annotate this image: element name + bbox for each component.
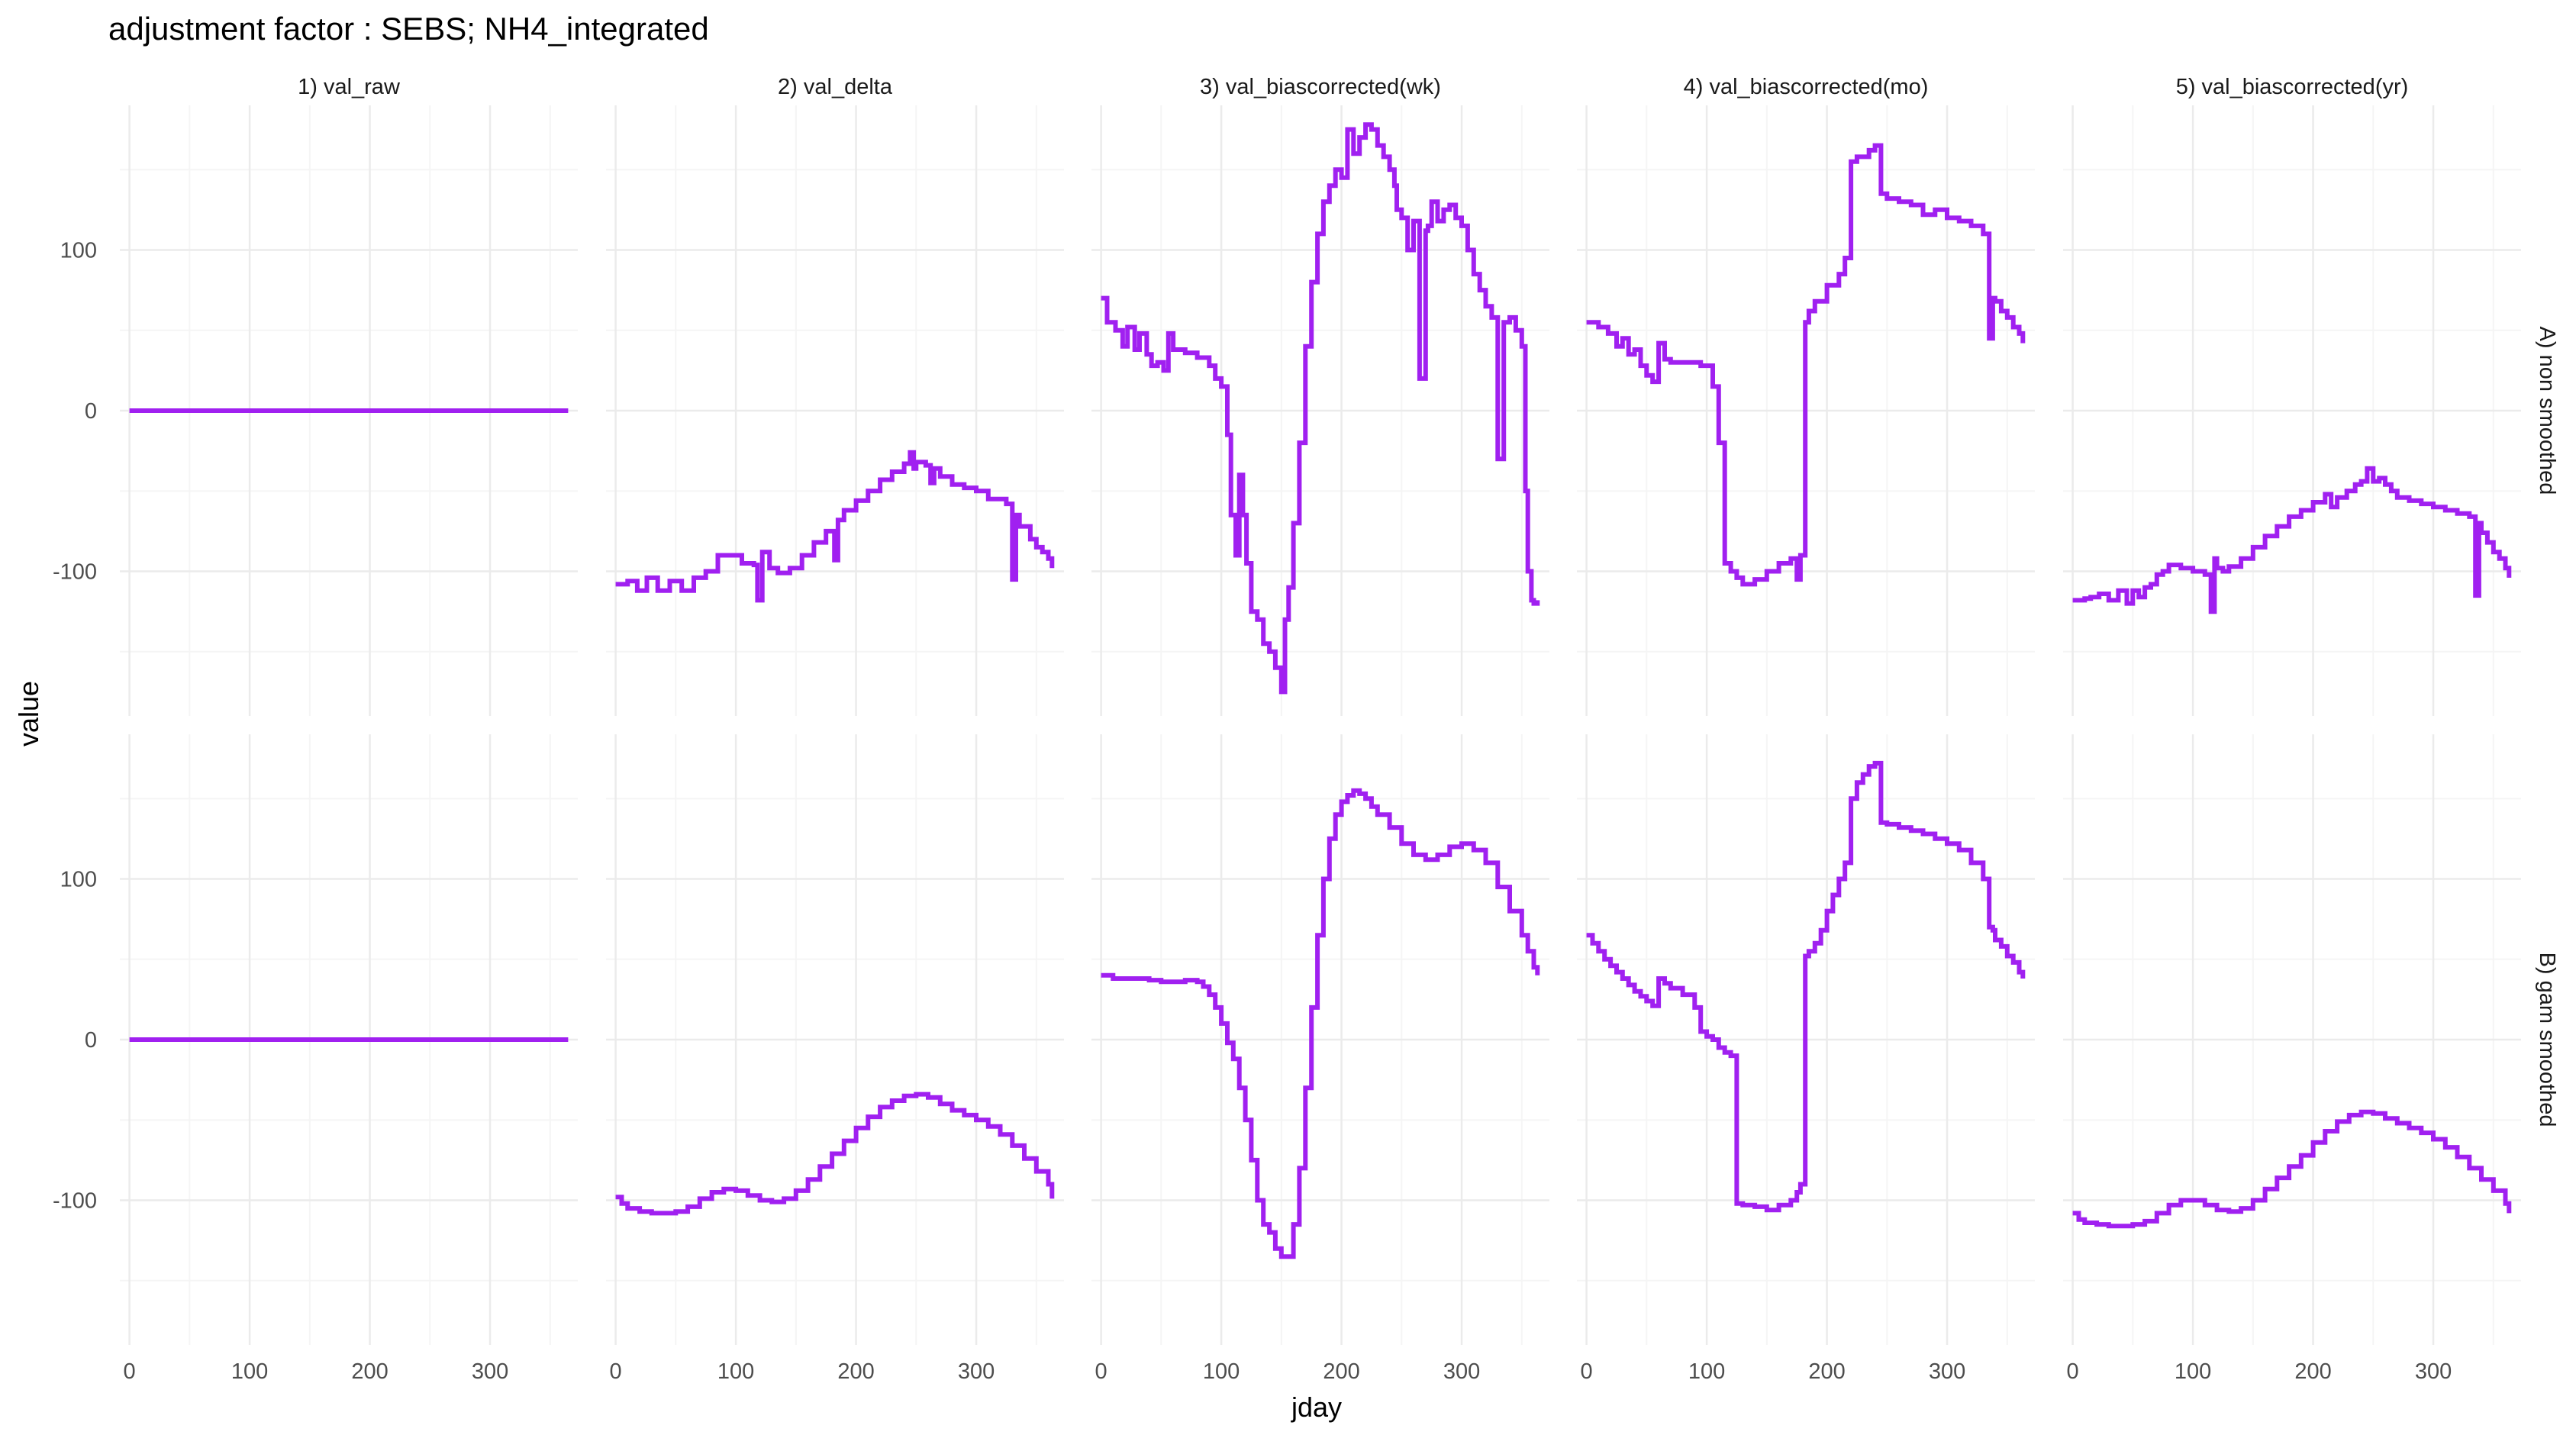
- y-tick-label: 100: [60, 238, 97, 263]
- x-tick-label: 300: [2415, 1359, 2452, 1384]
- x-tick-label: 0: [610, 1359, 622, 1384]
- y-tick-label: 100: [60, 867, 97, 892]
- y-tick-label: 0: [85, 399, 97, 424]
- facet-column-label: 2) val_delta: [778, 75, 893, 99]
- facet-column-label: 1) val_raw: [298, 75, 401, 99]
- chart-title: adjustment factor : SEBS; NH4_integrated: [108, 11, 709, 47]
- y-tick-label: -100: [53, 1189, 97, 1214]
- x-tick-label: 100: [2175, 1359, 2211, 1384]
- x-tick-label: 200: [1323, 1359, 1359, 1384]
- x-tick-label: 300: [1443, 1359, 1480, 1384]
- x-tick-label: 0: [2067, 1359, 2079, 1384]
- series-line-r2-c5: [2072, 1109, 2512, 1229]
- panel-1-3: [1091, 105, 1549, 716]
- x-tick-label: 300: [1929, 1359, 1965, 1384]
- series-line-r2-c4: [1586, 760, 2026, 1213]
- facet-row-label: A) non smoothed: [2535, 327, 2559, 495]
- y-tick-label: -100: [53, 560, 97, 585]
- x-tick-label: 100: [717, 1359, 754, 1384]
- facet-row-label: B) gam smoothed: [2535, 953, 2559, 1127]
- x-axis-label: jday: [1291, 1391, 1342, 1423]
- series-line-r1-c5: [2072, 466, 2512, 614]
- panel-2-5: [2063, 734, 2521, 1345]
- panel-1-2: [606, 105, 1064, 716]
- panels-layer: 1) val_raw 2) val_delta 3) val_biascorrect…: [53, 75, 2559, 1384]
- panel-1-5: [2063, 105, 2521, 716]
- x-tick-label: 200: [2294, 1359, 2331, 1384]
- series-line-r2-c2: [615, 1092, 1055, 1216]
- x-tick-label: 100: [231, 1359, 268, 1384]
- x-tick-label: 0: [1095, 1359, 1107, 1384]
- facet-column-label: 5) val_biascorrected(yr): [2176, 75, 2409, 99]
- x-tick-label: 100: [1688, 1359, 1725, 1384]
- y-axis-label: value: [13, 681, 44, 747]
- x-tick-label: 200: [351, 1359, 388, 1384]
- x-tick-label: 100: [1203, 1359, 1240, 1384]
- series-line-r2-c3: [1101, 788, 1540, 1259]
- x-tick-label: 0: [124, 1359, 136, 1384]
- y-tick-label: 0: [85, 1028, 97, 1053]
- x-tick-label: 300: [958, 1359, 995, 1384]
- x-tick-label: 0: [1581, 1359, 1593, 1384]
- x-tick-label: 300: [472, 1359, 508, 1384]
- series-line-r1-c2: [615, 450, 1055, 603]
- x-tick-label: 200: [1808, 1359, 1845, 1384]
- panel-2-3: [1091, 734, 1549, 1345]
- facet-column-label: 3) val_biascorrected(wk): [1200, 75, 1441, 99]
- series-line-r1-c3: [1101, 122, 1540, 695]
- facet-column-label: 4) val_biascorrected(mo): [1684, 75, 1929, 99]
- series-line-r1-c4: [1586, 143, 2026, 587]
- x-tick-label: 200: [837, 1359, 874, 1384]
- panel-2-2: [606, 734, 1064, 1345]
- panel-1-4: [1577, 105, 2035, 716]
